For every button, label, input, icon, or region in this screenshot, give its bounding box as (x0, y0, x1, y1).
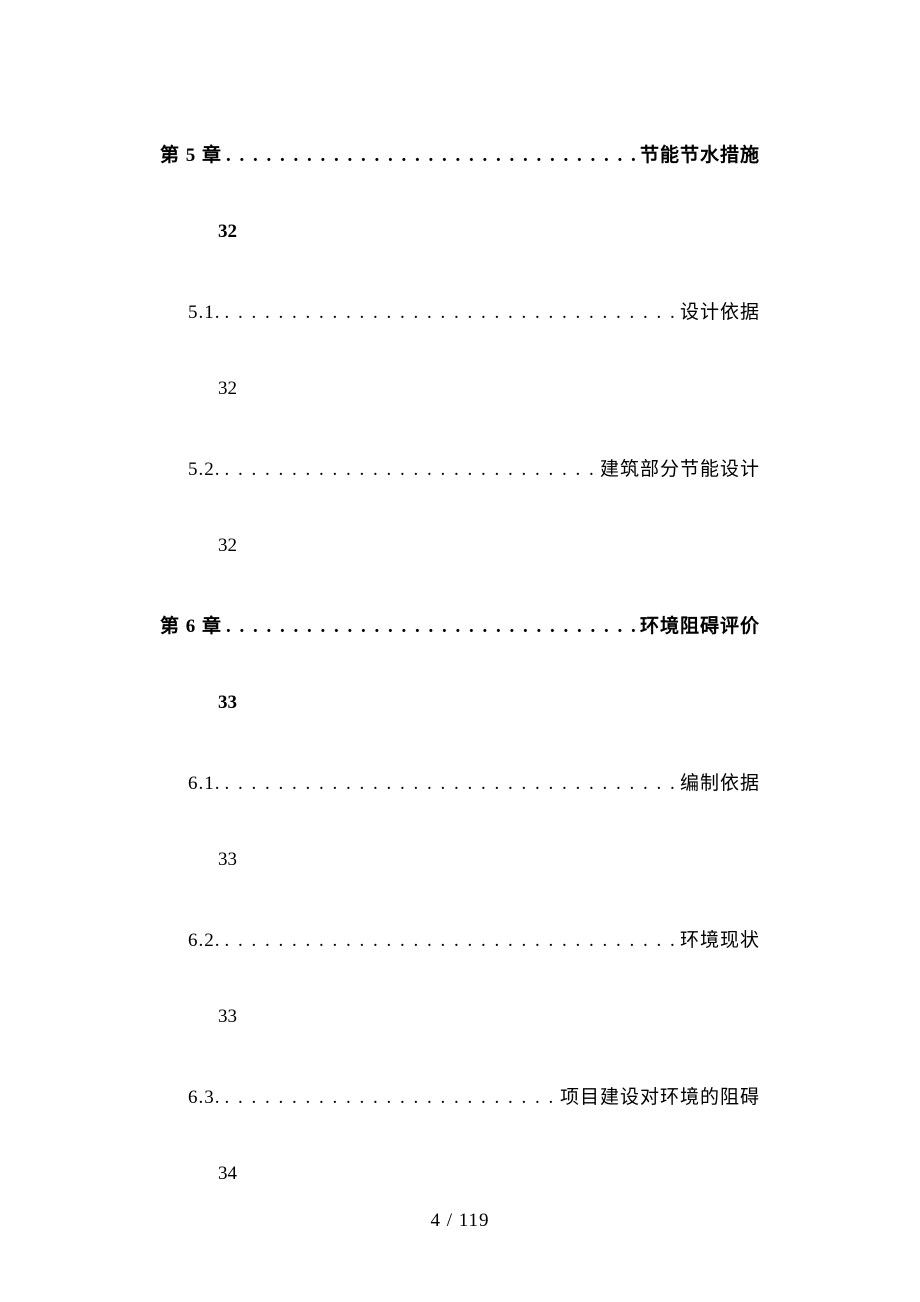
footer-total-pages: 119 (459, 1210, 490, 1231)
page-footer: 4 / 119 (0, 1210, 920, 1232)
footer-current-page: 4 (430, 1210, 441, 1231)
toc-section-6-1: 6.1. . . . . . . . . . . . . . . . . . .… (160, 768, 760, 795)
toc-dots: . . . . . . . . . . . . . . . . . . . . … (222, 145, 640, 167)
toc-entry: 第 5 章 . . . . . . . . . . . . . . . . . … (160, 140, 760, 243)
toc-label: 5.2. (188, 459, 221, 481)
toc-page-number: 32 (160, 535, 760, 557)
toc-entry: 5.2. . . . . . . . . . . . . . . . . . .… (160, 454, 760, 557)
toc-page-number: 32 (160, 221, 760, 243)
toc-section-6-2: 6.2. . . . . . . . . . . . . . . . . . .… (160, 925, 760, 952)
toc-chapter-6: 第 6 章 . . . . . . . . . . . . . . . . . … (160, 611, 760, 638)
toc-dots: . . . . . . . . . . . . . . . . . . . . … (222, 616, 640, 638)
toc-chapter-5: 第 5 章 . . . . . . . . . . . . . . . . . … (160, 140, 760, 167)
toc-dots: . . . . . . . . . . . . . . . . . . . . … (221, 459, 600, 481)
toc-title: 设计依据 (680, 297, 760, 324)
toc-entry: 6.3. . . . . . . . . . . . . . . . . . .… (160, 1082, 760, 1185)
toc-entry: 6.1. . . . . . . . . . . . . . . . . . .… (160, 768, 760, 871)
toc-section-6-3: 6.3. . . . . . . . . . . . . . . . . . .… (160, 1082, 760, 1109)
toc-page-number: 33 (160, 692, 760, 714)
footer-separator: / (441, 1210, 459, 1231)
toc-dots: . . . . . . . . . . . . . . . . . . . . … (221, 1087, 560, 1109)
toc-section-5-1: 5.1. . . . . . . . . . . . . . . . . . .… (160, 297, 760, 324)
toc-title: 项目建设对环境的阻碍 (560, 1082, 760, 1109)
toc-page-number: 33 (160, 849, 760, 871)
toc-dots: . . . . . . . . . . . . . . . . . . . . … (221, 302, 680, 324)
toc-title: 建筑部分节能设计 (600, 454, 760, 481)
toc-dots: . . . . . . . . . . . . . . . . . . . . … (221, 930, 680, 952)
toc-label: 6.3. (188, 1087, 221, 1109)
toc-title: 节能节水措施 (640, 140, 760, 167)
toc-label: 第 5 章 (160, 140, 222, 167)
toc-entry: 6.2. . . . . . . . . . . . . . . . . . .… (160, 925, 760, 1028)
toc-dots: . . . . . . . . . . . . . . . . . . . . … (221, 773, 680, 795)
toc-entry: 第 6 章 . . . . . . . . . . . . . . . . . … (160, 611, 760, 714)
page-content: 第 5 章 . . . . . . . . . . . . . . . . . … (0, 0, 920, 1185)
toc-title: 环境阻碍评价 (640, 611, 760, 638)
toc-label: 6.2. (188, 930, 221, 952)
toc-page-number: 33 (160, 1006, 760, 1028)
toc-title: 编制依据 (680, 768, 760, 795)
toc-section-5-2: 5.2. . . . . . . . . . . . . . . . . . .… (160, 454, 760, 481)
toc-page-number: 32 (160, 378, 760, 400)
toc-entry: 5.1. . . . . . . . . . . . . . . . . . .… (160, 297, 760, 400)
toc-label: 6.1. (188, 773, 221, 795)
toc-title: 环境现状 (680, 925, 760, 952)
toc-label: 5.1. (188, 302, 221, 324)
toc-label: 第 6 章 (160, 611, 222, 638)
toc-page-number: 34 (160, 1163, 760, 1185)
